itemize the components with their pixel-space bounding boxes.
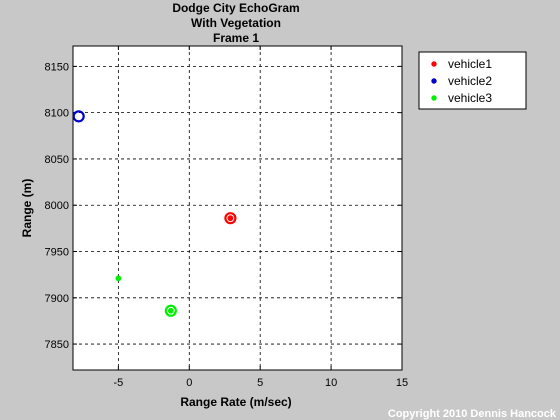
grid-lines [73,46,403,370]
vehicle1-ring-marker [224,212,237,225]
y-tick-label: 7950 [45,247,69,259]
legend: vehicle1 vehicle2 vehicle3 [418,51,527,110]
vehicle2-legend-marker [431,78,437,84]
y-axis-label: Range (m) [20,179,34,238]
y-tick-label: 8000 [45,200,69,212]
x-tick-label: 0 [186,377,192,389]
vehicle2-legend-label: vehicle2 [448,74,492,88]
vehicle3-point [167,307,174,314]
y-tick-label: 8150 [45,61,69,73]
x-tick-label: 10 [325,377,337,389]
vehicle1-point [227,215,234,222]
y-tick-label: 7900 [45,293,69,305]
x-axis-label: Range Rate (m/sec) [180,395,291,409]
vehicle3-ring-marker [164,304,177,317]
vehicle3-point [115,275,122,282]
copyright-text: Copyright 2010 Dennis Hancock [388,408,557,420]
legend-box [418,51,527,110]
chart-title-line-3: Frame 1 [213,31,259,45]
x-tick-label: 5 [257,377,263,389]
y-tick-label: 8050 [45,154,69,166]
y-tick-label: 8100 [45,108,69,120]
vehicle2-ring-marker [73,110,85,123]
vehicle3-legend-marker [431,95,437,101]
data-marks [73,110,237,317]
y-tick-label: 7850 [45,339,69,351]
x-tick-label: 15 [396,377,408,389]
chart-title-line-2: With Vegetation [191,16,281,30]
chart-title-line-1: Dodge City EchoGram [172,1,299,15]
vehicle1-legend-marker [431,61,437,67]
vehicle3-legend-label: vehicle3 [448,91,492,105]
x-tick-label: -5 [113,377,123,389]
plot-area [72,45,403,371]
axis-ticks: -5 0 5 10 15 7850 7900 7950 8000 8050 8100 8150 [45,46,408,389]
vehicle1-legend-label: vehicle1 [448,57,492,71]
